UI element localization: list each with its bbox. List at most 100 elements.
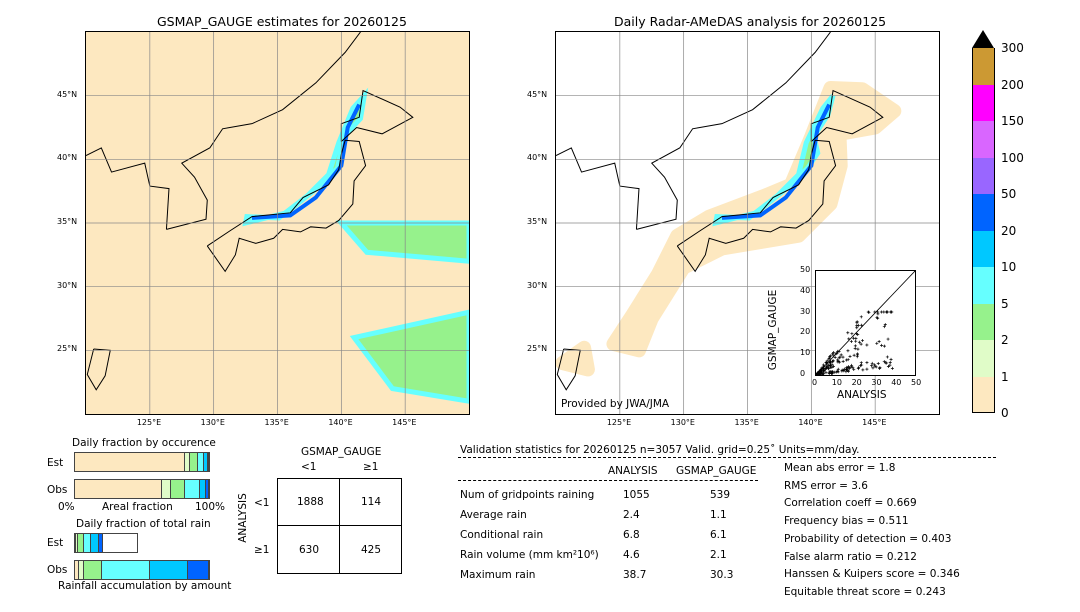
coastline (86, 348, 111, 391)
scatter-point (870, 364, 874, 368)
scatter-point (857, 340, 861, 344)
fraction-segment (206, 480, 209, 498)
occ-max: 100% (195, 501, 226, 513)
scatter-point (888, 361, 892, 365)
scatter-point (825, 364, 829, 368)
fraction-segment (99, 534, 104, 552)
scatter-point (854, 339, 858, 343)
scatter-point (852, 368, 856, 372)
scatter-point (855, 321, 859, 325)
colorbar-label: 200 (1001, 77, 1024, 92)
colorbar-label: 5 (1001, 296, 1009, 311)
scatter-ytick: 50 (800, 265, 811, 274)
colorbar-segment (972, 84, 995, 121)
stat-analysis: 1055 (623, 489, 650, 501)
lat-tick: 45°N (57, 89, 78, 99)
lon-tick: 135°E (264, 418, 289, 427)
stat-label: Average rain (460, 509, 527, 521)
scatter-ytick: 30 (800, 306, 811, 316)
scatter-point (856, 323, 860, 327)
scatter-point (833, 355, 837, 359)
scatter-point (858, 363, 862, 367)
coastline (810, 89, 884, 142)
scatter-point (848, 354, 852, 358)
scatter-point (829, 359, 833, 363)
lat-tick: 35°N (527, 217, 548, 226)
coastline (86, 147, 170, 230)
colorbar-segment (972, 376, 995, 413)
scatter-point (883, 323, 887, 327)
scatter-point (873, 364, 877, 368)
fraction-segment (150, 561, 188, 579)
scatter-xtick: 30 (871, 378, 882, 387)
scatter-point (836, 358, 840, 362)
fraction-segment (84, 561, 102, 579)
scatter-point (824, 366, 828, 370)
scatter-point (854, 336, 858, 340)
scatter-point (882, 360, 886, 364)
ct-row0: <1 (254, 497, 270, 509)
fraction-segment (75, 534, 77, 552)
scatter-point (837, 356, 841, 360)
rain-area (606, 81, 902, 358)
scatter-point (889, 357, 893, 361)
colorbar-extend-triangle (972, 30, 994, 48)
scatter-point (876, 310, 880, 314)
scatter-point (818, 371, 822, 375)
coastline (206, 139, 367, 273)
score-line: False alarm ratio = 0.212 (784, 550, 917, 563)
occ-est-bar (74, 452, 210, 472)
scatter-point (829, 370, 833, 374)
fraction-segment (101, 561, 151, 579)
colorbar-segment (972, 303, 995, 340)
rain-obs-bar (74, 560, 210, 580)
scatter-point (856, 347, 860, 351)
scatter-point (855, 324, 859, 328)
scatter-ytick: 0 (800, 369, 806, 378)
scatter-point (844, 367, 848, 371)
heavy-rain-band (721, 103, 831, 220)
coastline (636, 32, 831, 230)
scatter-point (855, 355, 859, 359)
stat-analysis: 38.7 (623, 569, 647, 581)
scatter-point (824, 361, 828, 365)
coastline (556, 147, 640, 230)
occ-obs-bar (74, 479, 210, 499)
scatter-point (831, 353, 835, 357)
fraction-segment (79, 561, 85, 579)
scatter-point (846, 331, 850, 335)
scatter-xtick: 50 (911, 378, 922, 387)
scatter-point (847, 337, 851, 341)
lon-tick: 140°E (798, 418, 823, 427)
colorbar-segment (972, 121, 995, 158)
scatter-point (849, 339, 853, 343)
scatter-point (859, 342, 863, 346)
ct-col1: ≥1 (363, 461, 379, 473)
score-line: Probability of detection = 0.403 (784, 532, 952, 545)
ct-rowlabel: ANALYSIS (236, 493, 249, 543)
scatter-point (846, 358, 850, 362)
scatter-inset (815, 270, 916, 376)
scatter-xlabel: ANALYSIS (837, 389, 887, 401)
fraction-segment (83, 534, 92, 552)
colorbar-segment (972, 267, 995, 304)
scatter-ytick: 40 (800, 285, 811, 295)
score-line: Hanssen & Kuipers score = 0.346 (784, 568, 960, 581)
scatter-point (837, 349, 841, 353)
scatter-point (831, 364, 835, 368)
fraction-segment (190, 453, 199, 471)
scatter-point (841, 355, 845, 359)
colorbar-segment (972, 230, 995, 267)
scatter-point (870, 361, 874, 365)
scatter-point (852, 353, 856, 357)
scatter-point (878, 366, 882, 370)
fraction-segment (171, 480, 185, 498)
scatter-point (836, 360, 840, 364)
colorbar-label: 2 (1001, 333, 1009, 347)
score-line: Correlation coeff = 0.669 (784, 497, 917, 510)
occ-est-label: Est (47, 457, 64, 469)
gsmap-map (85, 31, 470, 415)
fraction-segment (199, 480, 207, 498)
ct-title: GSMAP_GAUGE (301, 446, 382, 458)
scatter-point (846, 349, 850, 353)
